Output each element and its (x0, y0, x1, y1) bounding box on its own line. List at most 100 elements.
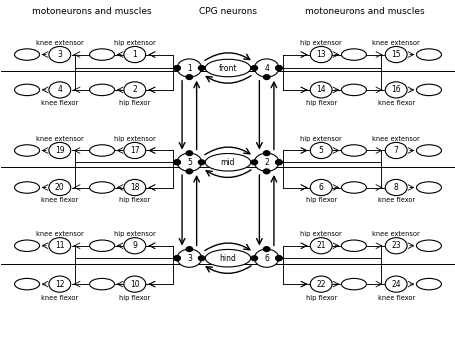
Circle shape (49, 179, 71, 196)
Text: knee flexor: knee flexor (41, 197, 78, 203)
Ellipse shape (89, 240, 114, 251)
Circle shape (124, 179, 146, 196)
Circle shape (198, 160, 204, 165)
Text: 20: 20 (55, 183, 65, 192)
Text: 10: 10 (130, 280, 139, 289)
Text: 21: 21 (316, 241, 325, 250)
Text: motoneurons and muscles: motoneurons and muscles (304, 7, 423, 17)
Text: 19: 19 (55, 146, 65, 155)
Text: knee extensor: knee extensor (372, 231, 419, 237)
Text: knee extensor: knee extensor (372, 136, 419, 142)
Text: knee extensor: knee extensor (372, 40, 419, 46)
Text: knee flexor: knee flexor (377, 100, 414, 106)
Circle shape (263, 169, 269, 174)
Circle shape (309, 46, 331, 63)
Circle shape (309, 82, 331, 98)
Text: motoneurons and muscles: motoneurons and muscles (32, 7, 151, 17)
Circle shape (177, 59, 201, 77)
Ellipse shape (15, 84, 40, 96)
Text: 2: 2 (264, 158, 268, 167)
Ellipse shape (15, 182, 40, 193)
Circle shape (309, 179, 331, 196)
Text: 23: 23 (390, 241, 400, 250)
Circle shape (177, 249, 201, 267)
Circle shape (124, 46, 146, 63)
Circle shape (173, 160, 180, 165)
Circle shape (186, 169, 192, 174)
Circle shape (384, 142, 406, 159)
Circle shape (254, 249, 278, 267)
Ellipse shape (205, 249, 250, 267)
Circle shape (124, 142, 146, 159)
Circle shape (49, 276, 71, 292)
Text: 2: 2 (132, 86, 137, 94)
Text: 9: 9 (132, 241, 137, 250)
Text: 13: 13 (316, 50, 325, 59)
Circle shape (275, 66, 282, 70)
Ellipse shape (341, 240, 366, 251)
Ellipse shape (89, 84, 114, 96)
Ellipse shape (89, 49, 114, 60)
Circle shape (186, 151, 192, 155)
Circle shape (49, 46, 71, 63)
Ellipse shape (341, 49, 366, 60)
Text: hip extensor: hip extensor (300, 136, 341, 142)
Circle shape (49, 142, 71, 159)
Circle shape (198, 256, 204, 261)
Circle shape (384, 179, 406, 196)
Text: 1: 1 (132, 50, 137, 59)
Text: mid: mid (220, 158, 235, 167)
Circle shape (124, 82, 146, 98)
Ellipse shape (415, 182, 440, 193)
Text: hip extensor: hip extensor (114, 136, 155, 142)
Circle shape (275, 256, 282, 261)
Text: 18: 18 (130, 183, 139, 192)
Text: 5: 5 (187, 158, 192, 167)
Text: 6: 6 (263, 254, 268, 263)
Text: knee flexor: knee flexor (41, 100, 78, 106)
Ellipse shape (341, 84, 366, 96)
Circle shape (263, 75, 269, 79)
Text: 22: 22 (316, 280, 325, 289)
Text: knee extensor: knee extensor (36, 231, 83, 237)
Text: hind: hind (219, 254, 236, 263)
Circle shape (309, 142, 331, 159)
Text: knee flexor: knee flexor (377, 295, 414, 300)
Text: 5: 5 (318, 146, 323, 155)
Circle shape (186, 247, 192, 251)
Circle shape (384, 276, 406, 292)
Circle shape (263, 247, 269, 251)
Text: 24: 24 (390, 280, 400, 289)
Ellipse shape (341, 182, 366, 193)
Text: 12: 12 (55, 280, 65, 289)
Circle shape (263, 151, 269, 155)
Text: 15: 15 (390, 50, 400, 59)
Circle shape (173, 66, 180, 70)
Text: knee extensor: knee extensor (36, 40, 83, 46)
Circle shape (49, 238, 71, 254)
Text: hip extensor: hip extensor (300, 231, 341, 237)
Circle shape (173, 160, 180, 165)
Circle shape (254, 59, 278, 77)
Circle shape (124, 238, 146, 254)
Circle shape (186, 75, 192, 79)
Text: knee flexor: knee flexor (41, 295, 78, 300)
Text: 11: 11 (55, 241, 65, 250)
Text: 4: 4 (57, 86, 62, 94)
Circle shape (384, 238, 406, 254)
Circle shape (124, 276, 146, 292)
Text: 16: 16 (390, 86, 400, 94)
Text: hip flexor: hip flexor (119, 295, 150, 300)
Ellipse shape (15, 145, 40, 156)
Circle shape (275, 66, 282, 70)
Text: hip flexor: hip flexor (119, 100, 150, 106)
Text: front: front (218, 64, 237, 73)
Ellipse shape (341, 279, 366, 290)
Text: 3: 3 (187, 254, 192, 263)
Ellipse shape (89, 279, 114, 290)
Circle shape (251, 256, 257, 261)
Text: 8: 8 (393, 183, 398, 192)
Ellipse shape (15, 240, 40, 251)
Circle shape (275, 256, 282, 261)
Ellipse shape (415, 84, 440, 96)
